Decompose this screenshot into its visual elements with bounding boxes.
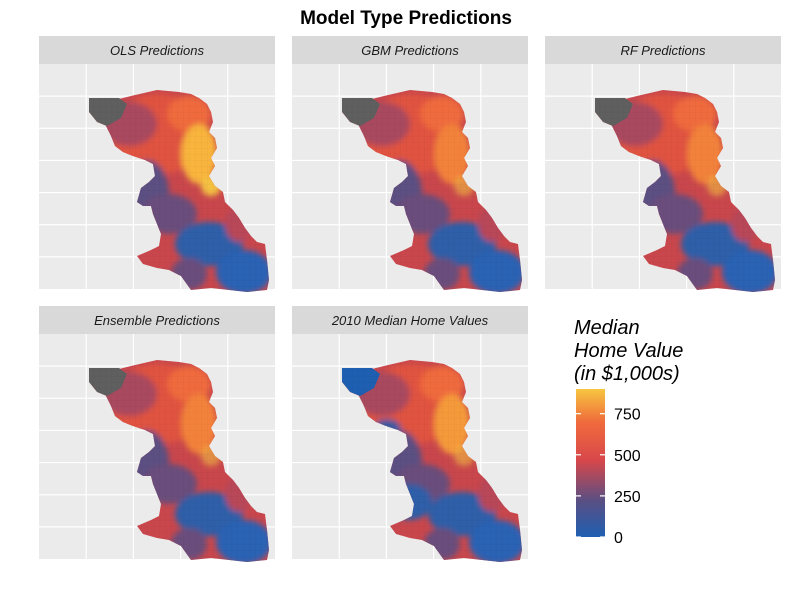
facet-panel: 2010 Median Home Values [292,306,528,562]
facet-grid: OLS Predictions GBM Predictions RF Predict… [39,36,781,562]
facet-strip [292,36,528,64]
legend-tick-label: 250 [614,489,641,506]
facet-panel: OLS Predictions [39,36,275,292]
legend-title-line-2: Home Value [574,340,683,362]
legend-ticks: 750 500 250 0 [576,407,641,547]
facet-strip [545,36,781,64]
facet-strip [39,36,275,64]
facet-strip [292,306,528,334]
facet-strip-label: RF Predictions [620,43,706,58]
legend-break: 500 [576,448,641,465]
legend-title-line-3: (in $1,000s) [574,363,680,385]
facet-strip-label: GBM Predictions [361,43,459,58]
facet-strip [39,306,275,334]
legend-colorbar [576,389,605,537]
legend-tick-label: 0 [614,530,623,547]
facet-strip-label: OLS Predictions [110,43,204,58]
legend-tick-label: 500 [614,448,641,465]
legend-tick-label: 750 [614,407,641,424]
facet-strip-label: 2010 Median Home Values [331,313,489,328]
facet-panel: GBM Predictions [292,36,528,292]
legend-break: 0 [576,530,623,547]
legend: Median Home Value (in $1,000s) 750 500 250… [574,317,683,547]
facet-strip-label: Ensemble Predictions [94,313,220,328]
legend-break: 250 [576,489,641,506]
figure-title: Model Type Predictions [300,8,512,29]
facet-panel: Ensemble Predictions [39,306,275,562]
legend-break: 750 [576,407,641,424]
legend-title-line-1: Median [574,317,640,339]
facet-panel: RF Predictions [545,36,781,292]
